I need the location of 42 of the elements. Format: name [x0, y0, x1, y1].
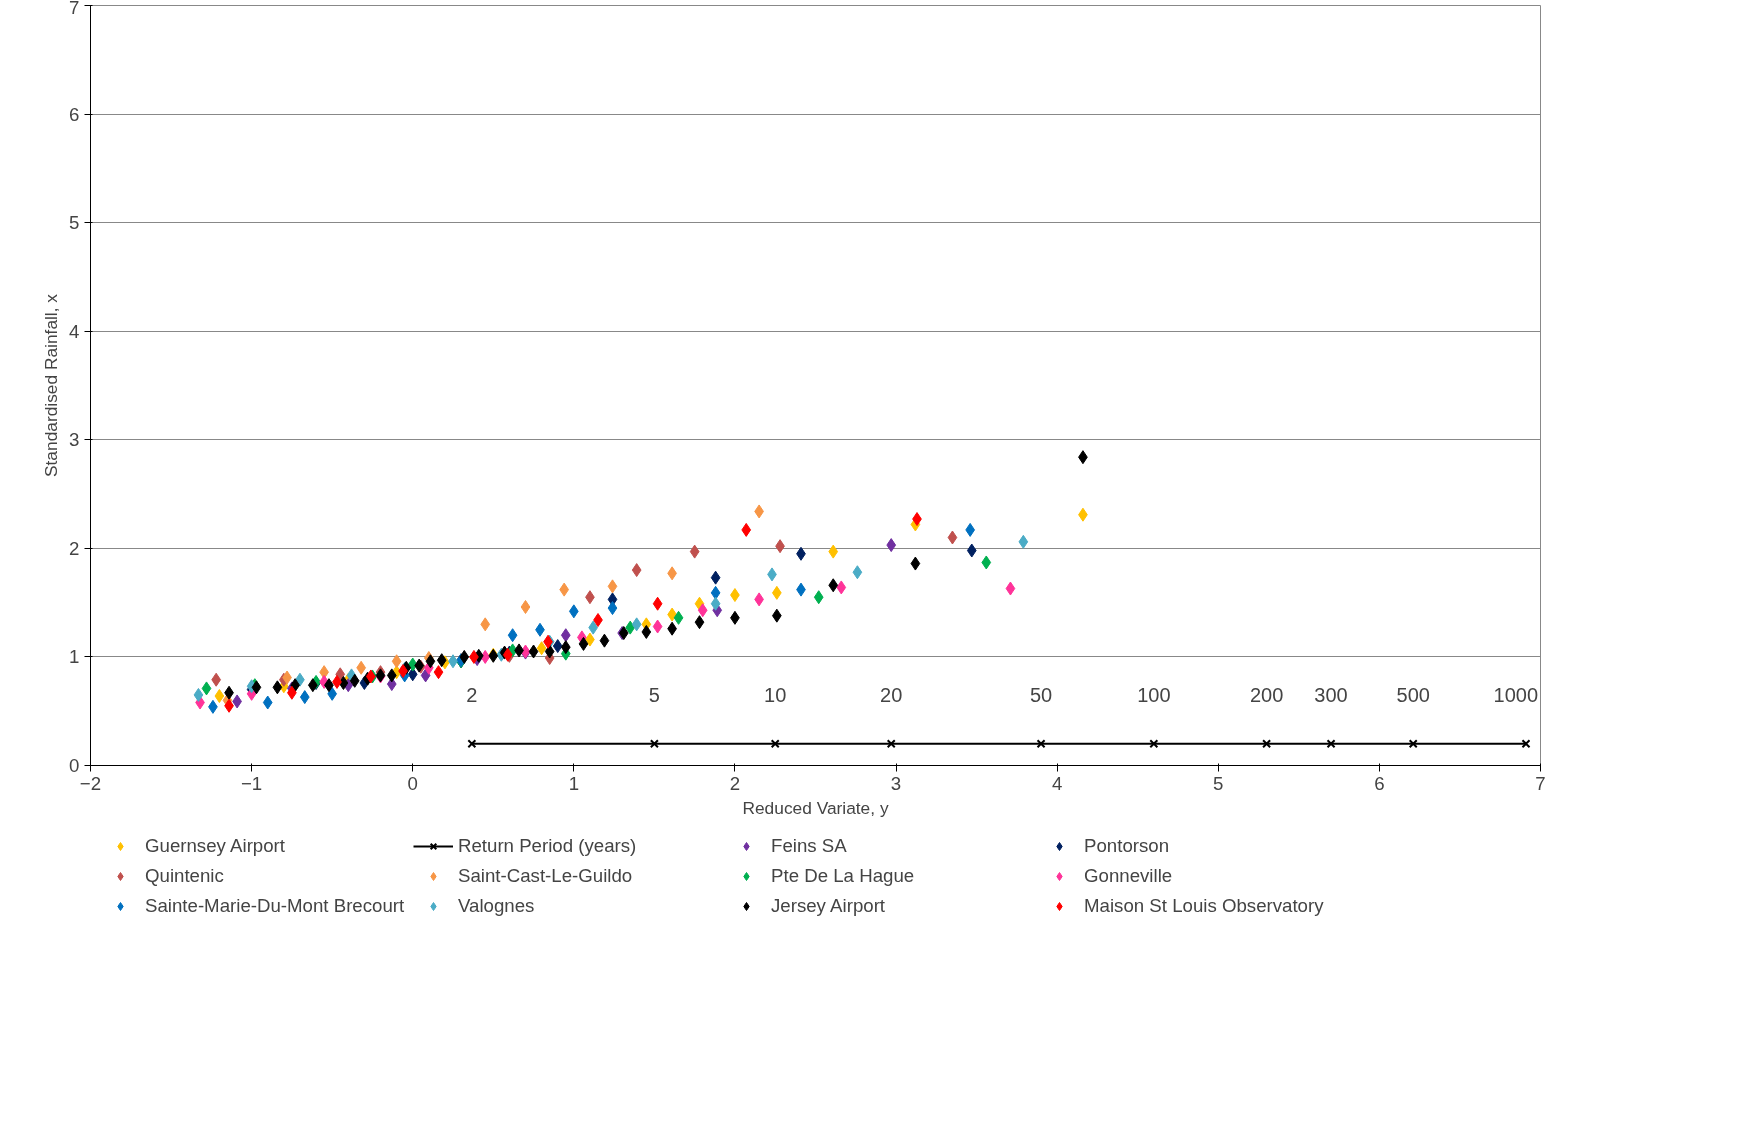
y-tick-label: 1: [69, 646, 80, 668]
x-tick-label: 7: [1535, 772, 1546, 794]
legend-label: Saint-Cast-Le-Guildo: [458, 865, 634, 887]
x-tick-label: 4: [1051, 772, 1063, 794]
annotation: 5: [648, 683, 660, 706]
annotation: 50: [1029, 683, 1053, 706]
legend-label: Pontorson: [1084, 835, 1171, 857]
y-axis-title: Standardised Rainfall, x: [41, 293, 62, 478]
annotation: 2: [466, 683, 478, 706]
legend-label: Jersey Airport: [771, 895, 887, 917]
y-tick-label: 7: [69, 0, 80, 18]
x-axis-title: Reduced Variate, y: [742, 797, 889, 818]
legend-label: Feins SA: [771, 835, 848, 857]
x-tick-label: −1: [240, 772, 263, 794]
x-tick-label: 5: [1213, 772, 1224, 794]
annotation: 200: [1249, 683, 1284, 706]
y-tick-label: 6: [69, 103, 80, 125]
legend-label: Pte De La Hague: [771, 865, 916, 887]
x-tick-label: 0: [407, 772, 418, 794]
y-tick-label: 5: [69, 212, 80, 234]
annotation: 100: [1137, 683, 1171, 706]
y-tick-label: 4: [69, 320, 80, 342]
annotation: 500: [1396, 683, 1430, 706]
legend-label: Guernsey Airport: [145, 835, 286, 857]
x-tick-label: 2: [729, 772, 741, 794]
annotation: 20: [880, 683, 903, 706]
x-tick-label: 6: [1374, 772, 1385, 794]
legend-label: Gonneville: [1084, 865, 1174, 887]
y-tick-label: 3: [69, 429, 80, 451]
x-tick-label: 1: [568, 772, 580, 794]
y-tick-label: 2: [69, 537, 80, 559]
x-tick-label: −2: [79, 772, 102, 794]
legend-label: Maison St Louis Observatory: [1084, 895, 1325, 917]
legend-label: Return Period (years): [458, 835, 638, 857]
legend-label: Sainte-Marie-Du-Mont Brecourt: [145, 895, 405, 917]
x-tick-label: 3: [890, 772, 902, 794]
annotation: 10: [764, 683, 787, 706]
legend-label: Valognes: [458, 895, 536, 917]
annotation: 1000: [1493, 683, 1539, 706]
annotation: 300: [1314, 683, 1348, 706]
y-tick-label: 0: [69, 755, 80, 776]
legend-label: Quintenic: [145, 865, 225, 887]
